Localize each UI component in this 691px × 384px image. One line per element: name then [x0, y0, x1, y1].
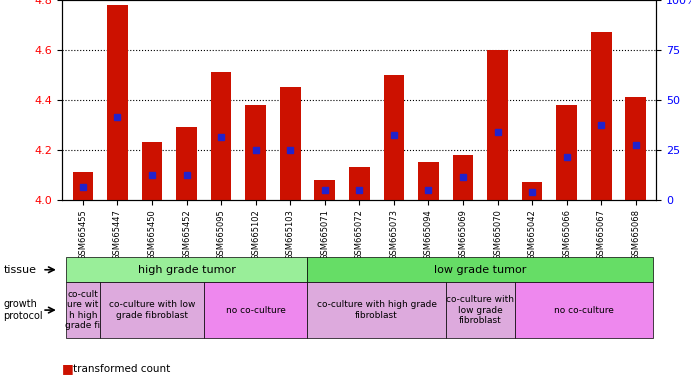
Bar	[142, 142, 162, 200]
Bar	[625, 97, 646, 200]
Bar	[453, 155, 473, 200]
Bar	[176, 127, 197, 200]
Text: ■: ■	[62, 383, 74, 384]
Text: no co-culture: no co-culture	[226, 306, 285, 314]
Bar	[314, 180, 335, 200]
Text: co-cult
ure wit
h high
grade fi: co-cult ure wit h high grade fi	[66, 290, 100, 330]
Bar	[522, 182, 542, 200]
Text: ■: ■	[62, 362, 74, 375]
Text: co-culture with high grade
fibroblast: co-culture with high grade fibroblast	[316, 300, 437, 320]
Bar	[418, 162, 439, 200]
Text: co-culture with low
grade fibroblast: co-culture with low grade fibroblast	[108, 300, 195, 320]
Bar	[107, 5, 128, 200]
Text: low grade tumor: low grade tumor	[434, 265, 527, 275]
Bar	[73, 172, 93, 200]
Bar	[245, 105, 266, 200]
Bar	[591, 32, 612, 200]
Text: no co-culture: no co-culture	[554, 306, 614, 314]
Text: growth
protocol: growth protocol	[3, 299, 43, 321]
Text: tissue: tissue	[3, 265, 37, 275]
Bar	[384, 75, 404, 200]
Bar	[211, 72, 231, 200]
Bar	[556, 105, 577, 200]
Bar	[280, 87, 301, 200]
Text: transformed count: transformed count	[73, 364, 170, 374]
Bar	[349, 167, 370, 200]
Bar	[487, 50, 508, 200]
Text: high grade tumor: high grade tumor	[138, 265, 236, 275]
Text: co-culture with
low grade
fibroblast: co-culture with low grade fibroblast	[446, 295, 514, 325]
